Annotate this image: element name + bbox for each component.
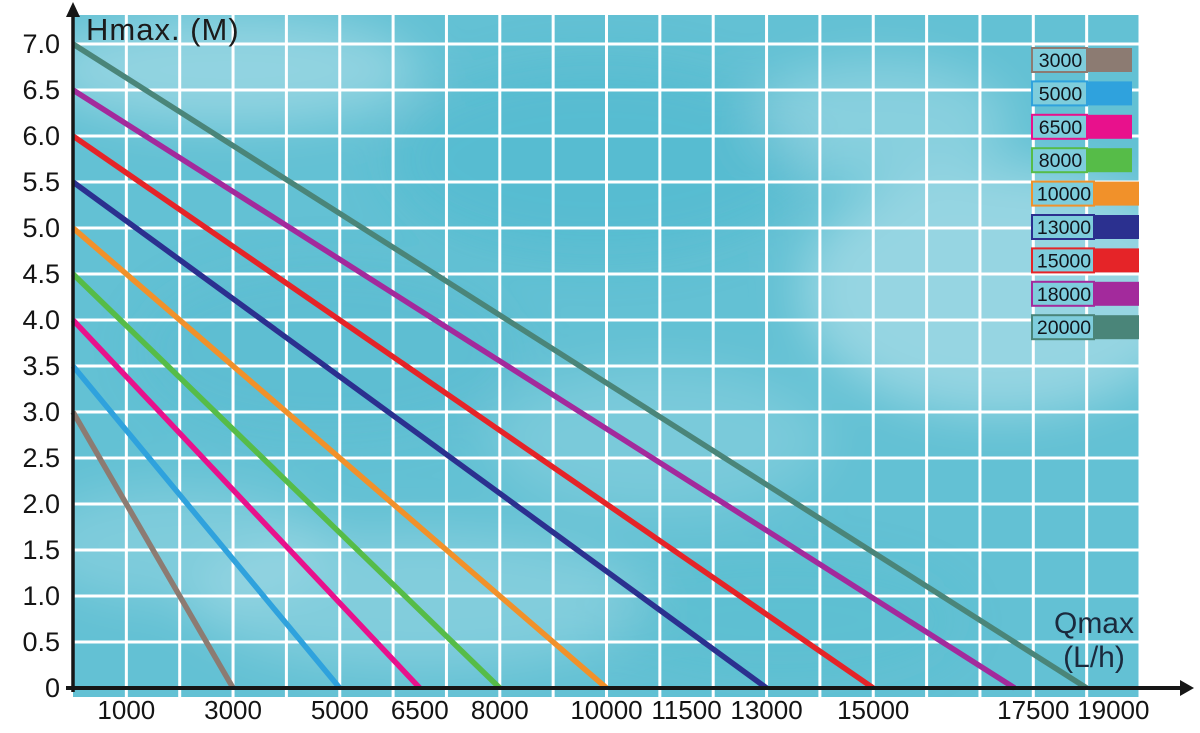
legend-entry-13000: 13000 <box>1031 214 1139 240</box>
legend-label-15000: 15000 <box>1037 250 1091 272</box>
x-tick-label-13000: 13000 <box>730 695 802 725</box>
y-tick-label-4.0: 4.0 <box>22 305 60 335</box>
series-line-18000 <box>71 87 1017 691</box>
x-tick-label-19000: 19000 <box>1077 695 1149 725</box>
legend-swatch-20000 <box>1094 315 1139 340</box>
legend-label-6500: 6500 <box>1039 117 1083 139</box>
x-tick-label-1000: 1000 <box>97 695 155 725</box>
x-axis-arrowhead <box>1180 680 1194 696</box>
legend-swatch-3000 <box>1087 48 1132 72</box>
cloud-blob <box>600 560 960 680</box>
legend-label-box-15000 <box>1031 247 1095 274</box>
x-tick-label-8000: 8000 <box>471 695 529 725</box>
series-line-15000 <box>71 133 875 691</box>
y-tick-label-0.5: 0.5 <box>22 627 60 657</box>
y-tick-label-1.0: 1.0 <box>22 581 60 611</box>
legend-entry-10000: 10000 <box>1031 180 1139 207</box>
x-tick-label-3000: 3000 <box>204 695 262 725</box>
legend-swatch-5000 <box>1087 81 1132 106</box>
y-tick-label-2.5: 2.5 <box>22 443 60 473</box>
cloud-blob <box>140 265 520 435</box>
y-tick-label-7.0: 7.0 <box>22 29 60 59</box>
legend-label-13000: 13000 <box>1037 217 1091 239</box>
cloud-blob <box>390 65 810 255</box>
y-tick-label-6.5: 6.5 <box>22 75 60 105</box>
series-line-8000 <box>71 272 502 690</box>
x-tick-label-15000: 15000 <box>837 695 909 725</box>
legend-label-box-3000 <box>1031 47 1088 73</box>
legend-swatch-13000 <box>1094 215 1139 239</box>
legend-entry-18000: 18000 <box>1031 280 1139 307</box>
legend-swatch-6500 <box>1087 114 1132 139</box>
legend-label-box-5000 <box>1031 80 1088 107</box>
legend-entry-8000: 8000 <box>1031 147 1132 174</box>
x-axis-title-line2: (L/h) <box>1063 641 1125 674</box>
series-line-3000 <box>70 410 236 690</box>
y-tick-label-3.5: 3.5 <box>22 351 60 381</box>
legend-label-box-8000 <box>1031 147 1088 174</box>
legend-swatch-8000 <box>1087 148 1132 173</box>
gridline-layer <box>73 15 1142 697</box>
y-tick-label-6.0: 6.0 <box>22 121 60 151</box>
legend-label-box-6500 <box>1031 113 1088 140</box>
y-tick-label-3.0: 3.0 <box>22 397 60 427</box>
legend-label-box-20000 <box>1031 314 1095 341</box>
x-tick-label-10000: 10000 <box>570 695 642 725</box>
y-tick-label-5.0: 5.0 <box>22 213 60 243</box>
legend-label-18000: 18000 <box>1037 284 1091 306</box>
series-line-20000 <box>71 41 1089 691</box>
series-line-5000 <box>70 364 342 690</box>
legend-swatch-15000 <box>1094 248 1139 273</box>
x-tick-label-11500: 11500 <box>651 695 721 725</box>
y-tick-label-1.5: 1.5 <box>22 535 60 565</box>
x-tick-label-6500: 6500 <box>391 695 449 725</box>
legend-label-5000: 5000 <box>1039 83 1083 105</box>
x-axis-title-line1: Qmax <box>1054 607 1134 640</box>
cloud-blob <box>73 485 330 605</box>
x-tick-label-5000: 5000 <box>311 695 369 725</box>
legend-label-10000: 10000 <box>1037 184 1091 206</box>
y-tick-label-5.5: 5.5 <box>22 167 60 197</box>
legend-label-box-10000 <box>1031 180 1095 207</box>
legend-entry-3000: 3000 <box>1031 47 1132 73</box>
legend-entry-20000: 20000 <box>1031 314 1139 341</box>
legend-entry-5000: 5000 <box>1031 80 1132 107</box>
legend: 3000 5000 6500 8000 10000 13000 15000 18000 2000… <box>1031 47 1139 341</box>
legend-label-box-18000 <box>1031 280 1095 307</box>
legend-swatch-10000 <box>1094 181 1139 206</box>
y-tick-label-2.0: 2.0 <box>22 489 60 519</box>
legend-label-8000: 8000 <box>1039 150 1083 172</box>
y-axis-arrowhead <box>66 2 80 17</box>
series-line-10000 <box>71 225 609 691</box>
series-line-6500 <box>70 318 422 690</box>
y-tick-label-4.5: 4.5 <box>22 259 60 289</box>
legend-entry-6500: 6500 <box>1031 113 1132 140</box>
y-axis-title: Hmax. (M) <box>86 12 240 47</box>
legend-swatch-18000 <box>1094 281 1139 306</box>
y-tick-label-0: 0 <box>45 673 60 703</box>
series-line-13000 <box>71 179 769 691</box>
x-tick-label-17500: 17500 <box>997 695 1069 725</box>
legend-entry-15000: 15000 <box>1031 247 1139 274</box>
legend-label-20000: 20000 <box>1037 317 1091 339</box>
legend-label-3000: 3000 <box>1039 50 1083 72</box>
